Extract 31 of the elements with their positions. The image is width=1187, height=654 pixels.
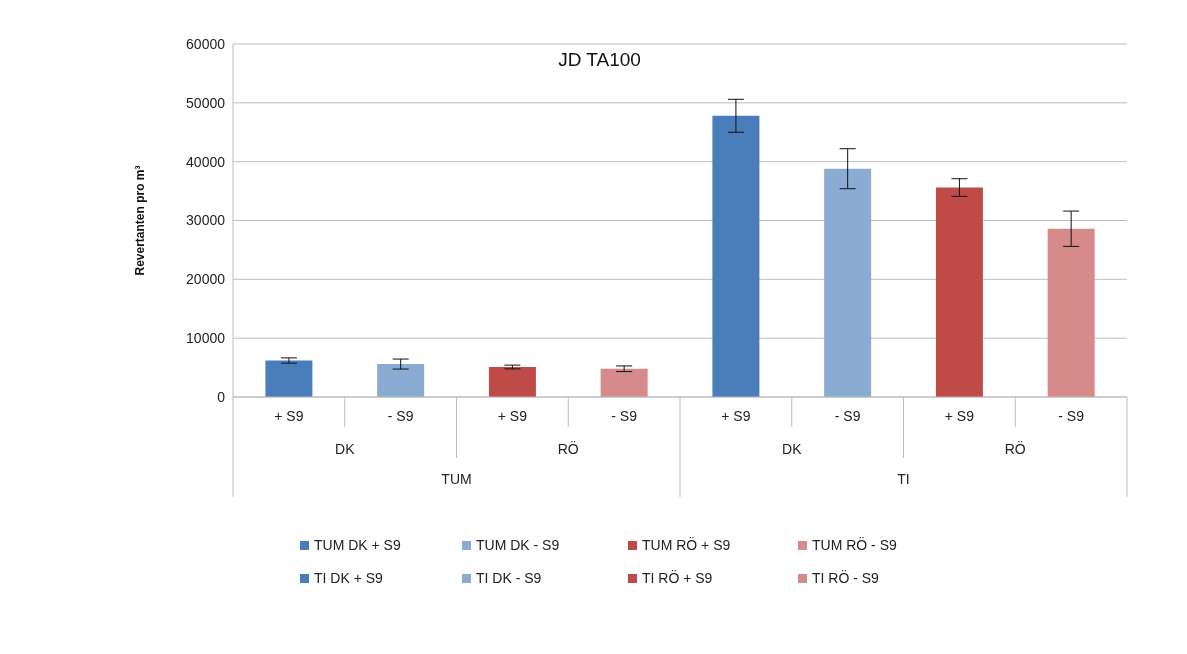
y-tick-label: 60000 <box>186 35 226 52</box>
text: TUM <box>441 471 472 487</box>
x-tick-label: + S9 <box>944 407 975 424</box>
x-tick-label: + S9 <box>721 407 751 424</box>
text: RÖ <box>557 440 579 457</box>
y-tick-label: 40000 <box>186 153 226 170</box>
text: DK <box>782 441 803 457</box>
text: DK <box>335 441 356 457</box>
x-tick-label: + S9 <box>274 407 304 424</box>
y-tick-label: 0 <box>217 388 226 405</box>
x-tick-label: - S9 <box>611 407 638 424</box>
text: RÖ <box>1004 440 1026 457</box>
legend-label: TI RÖ + S9 <box>642 570 713 586</box>
legend-label: TUM DK - S9 <box>476 537 560 553</box>
y-tick-label: 30000 <box>186 212 226 229</box>
x-tick-label: - S9 <box>1058 407 1085 424</box>
legend-label: TUM RÖ + S9 <box>642 537 731 553</box>
text: TI <box>897 471 910 487</box>
y-axis-title: Revertanten pro m³ <box>133 165 148 276</box>
legend-label: TUM DK + S9 <box>314 537 401 553</box>
y-tick-label: 10000 <box>186 330 226 347</box>
chart-title: JD TA100 <box>558 49 641 70</box>
x-tick-label: + S9 <box>497 407 528 424</box>
y-tick-label: 50000 <box>186 94 226 111</box>
x-tick-label: - S9 <box>834 407 861 424</box>
legend-label: TUM RÖ - S9 <box>812 537 897 553</box>
legend-label: TI DK - S9 <box>476 570 542 586</box>
legend-label: TI DK + S9 <box>314 570 383 586</box>
x-tick-label: - S9 <box>387 407 414 424</box>
y-tick-label: 20000 <box>186 271 226 288</box>
legend-label: TI RÖ - S9 <box>812 570 879 586</box>
